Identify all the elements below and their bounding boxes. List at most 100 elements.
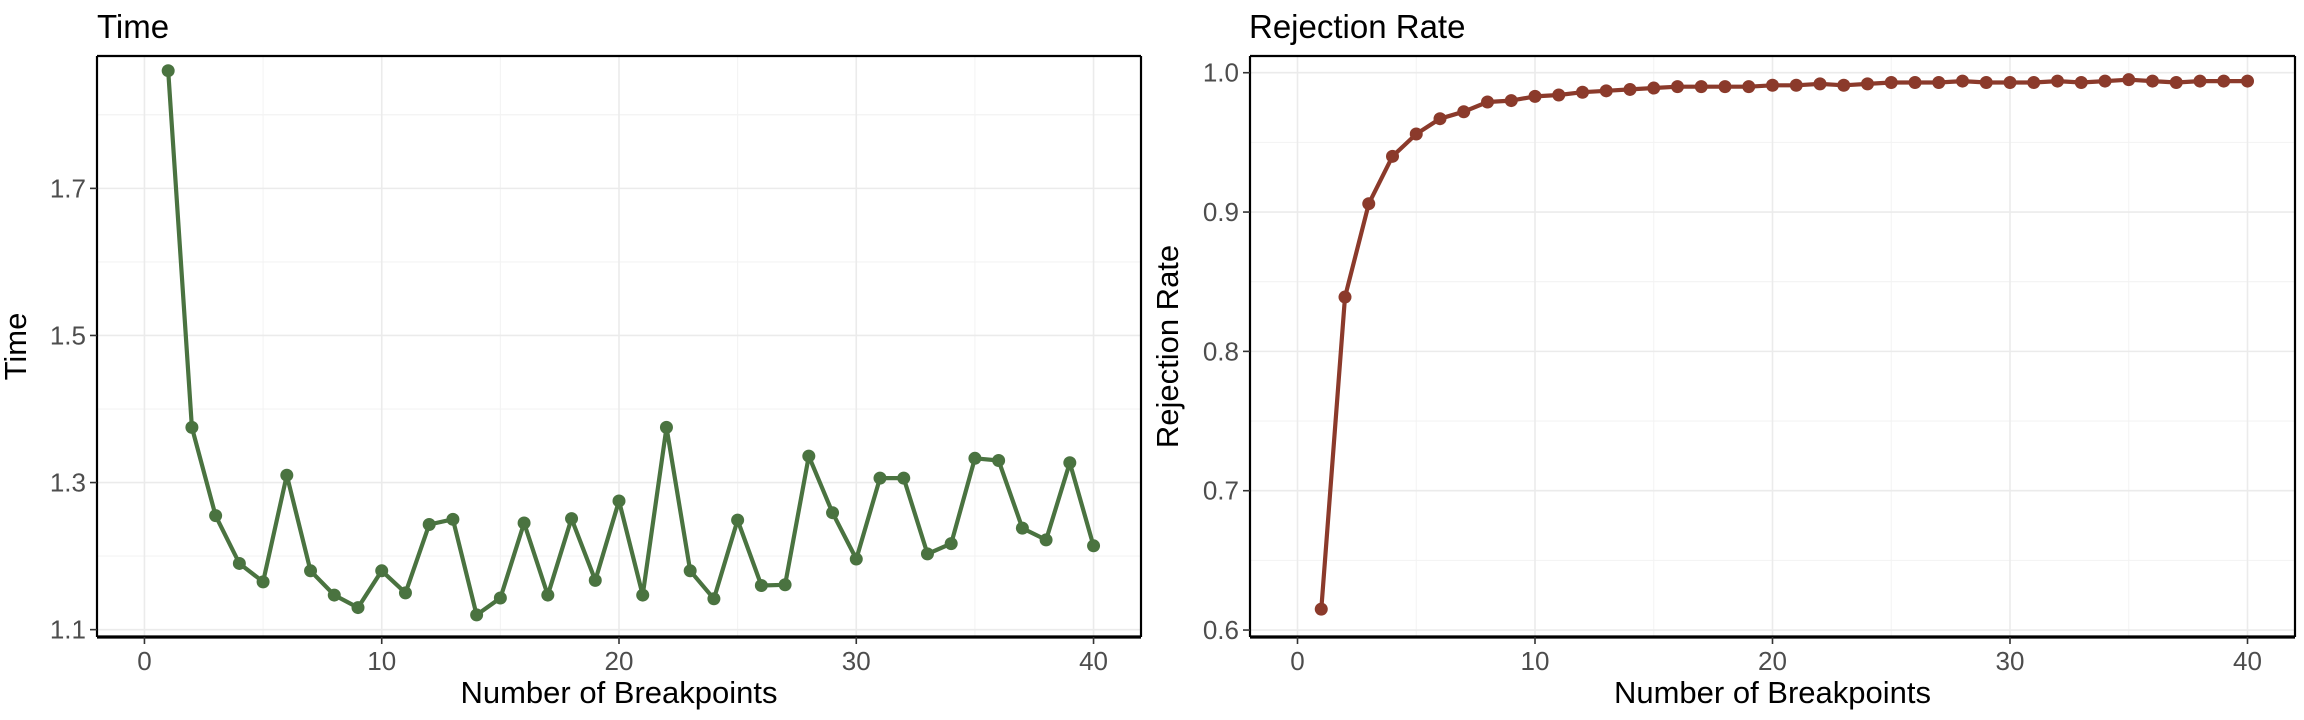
y-tick-label: 0.8: [1203, 336, 1239, 366]
data-point: [1528, 89, 1542, 103]
data-point: [659, 420, 673, 434]
series-line: [1319, 77, 2250, 612]
x-tick-label: 10: [1521, 646, 1550, 676]
chart-panel-1: 0 10 20 30 40 1.1 1.3 1.5 1.7 Time Number of Break…: [0, 8, 1143, 710]
data-point: [1956, 74, 1969, 88]
data-point: [2003, 75, 2017, 89]
y-tick-label: 1.1: [50, 615, 86, 645]
data-point: [256, 575, 270, 589]
data-point: [375, 564, 389, 578]
data-point: [897, 471, 911, 485]
x-tick-label: 0: [1290, 646, 1304, 676]
data-point: [1742, 80, 1756, 94]
data-point: [1908, 75, 1922, 89]
chart-title: Time: [97, 8, 169, 45]
data-point: [992, 453, 1006, 467]
data-point: [802, 449, 816, 463]
data-point: [826, 506, 840, 520]
data-point: [280, 468, 294, 482]
data-point: [2122, 73, 2136, 87]
data-point: [161, 64, 175, 78]
data-point: [707, 592, 721, 606]
data-point: [2169, 75, 2183, 89]
chart-panel-2: 0 10 20 30 40 0.6 0.7 0.8 0.9 1.0 Rejection Rate Nu…: [1150, 8, 2297, 710]
data-point: [2217, 74, 2231, 88]
y-tick-label: 0.7: [1203, 476, 1239, 506]
data-point: [1861, 77, 1874, 91]
data-point: [1015, 521, 1029, 535]
data-point: [470, 608, 484, 622]
y-tick-label: 1.5: [50, 320, 86, 350]
data-point: [1433, 112, 1447, 126]
data-point: [1039, 533, 1053, 547]
data-point: [2146, 74, 2159, 88]
data-point: [517, 516, 531, 530]
x-tick-label: 30: [842, 646, 871, 676]
data-point: [2098, 74, 2112, 88]
data-point: [1063, 456, 1077, 470]
data-point: [1647, 81, 1661, 95]
data-point: [327, 588, 341, 602]
data-point: [185, 420, 199, 434]
series-line: [166, 68, 1096, 618]
data-point: [1718, 80, 1732, 94]
chart-title: Rejection Rate: [1249, 8, 1465, 45]
data-point: [778, 578, 792, 592]
data-point: [612, 494, 626, 508]
data-point: [968, 451, 982, 465]
data-point: [351, 601, 365, 615]
data-point: [1789, 78, 1803, 92]
data-point: [1386, 149, 1399, 163]
x-axis-label: Number of Breakpoints: [460, 675, 777, 710]
data-point: [1576, 85, 1589, 99]
data-point: [754, 579, 768, 593]
data-point: [1314, 602, 1328, 616]
data-point: [1362, 197, 1376, 211]
x-tick-label: 40: [2233, 646, 2262, 676]
data-point: [1979, 75, 1993, 89]
data-point: [2051, 74, 2064, 88]
data-point: [873, 471, 887, 485]
data-point: [683, 564, 697, 578]
y-tick-label: 1.0: [1203, 58, 1239, 88]
x-tick-label: 0: [137, 646, 151, 676]
data-point: [636, 588, 650, 602]
data-point: [446, 512, 460, 526]
y-tick-label: 0.9: [1203, 197, 1239, 227]
y-tick-label: 0.6: [1203, 615, 1239, 645]
data-point: [493, 591, 507, 605]
data-point: [1813, 77, 1827, 91]
x-tick-label: 10: [367, 646, 396, 676]
data-point: [1623, 82, 1637, 96]
data-point: [1409, 127, 1423, 141]
data-point: [1884, 75, 1898, 89]
data-point: [422, 517, 436, 531]
data-point: [588, 573, 602, 587]
data-point: [209, 509, 223, 523]
x-tick-label: 30: [1996, 646, 2025, 676]
data-point: [1837, 78, 1851, 92]
y-tick-label: 1.7: [50, 173, 86, 203]
data-point: [1552, 88, 1566, 102]
x-tick-label: 20: [1758, 646, 1787, 676]
data-point: [1504, 94, 1518, 108]
data-point: [1671, 80, 1684, 94]
y-axis-label: Time: [0, 313, 33, 381]
data-point: [920, 547, 934, 561]
y-axis-label: Rejection Rate: [1150, 245, 1185, 448]
data-point: [1766, 78, 1779, 92]
data-point: [1481, 95, 1494, 109]
x-tick-label: 20: [605, 646, 634, 676]
data-point: [1694, 80, 1708, 94]
data-point: [849, 552, 863, 566]
data-point: [2193, 74, 2207, 88]
data-point: [1087, 539, 1101, 553]
data-point: [1338, 290, 1352, 304]
data-point: [232, 556, 246, 570]
data-point: [2241, 74, 2254, 88]
data-point: [2027, 75, 2041, 89]
data-point: [398, 586, 412, 600]
data-point: [1599, 84, 1613, 98]
x-axis-label: Number of Breakpoints: [1614, 675, 1931, 710]
